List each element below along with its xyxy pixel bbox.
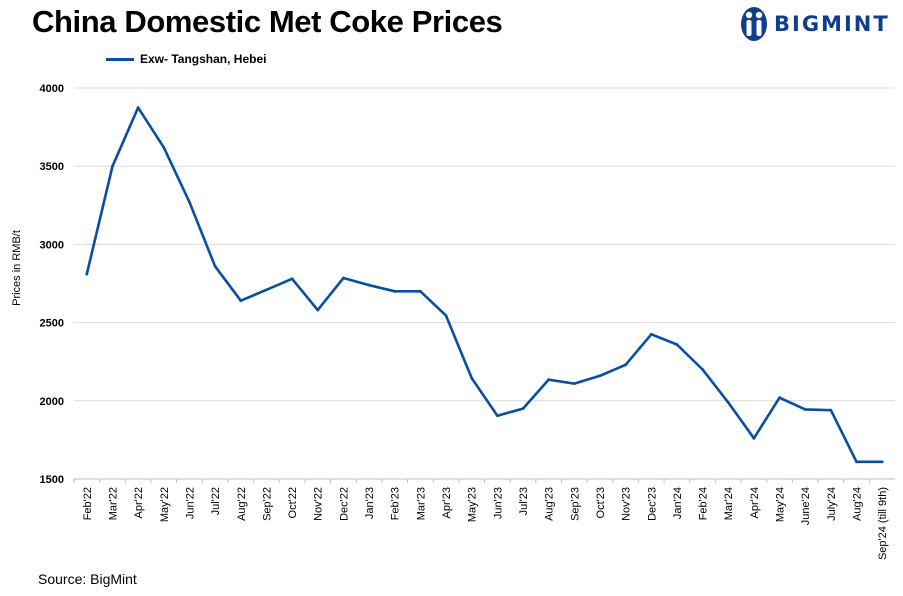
x-tick-label: Feb'23	[390, 487, 402, 520]
data-point	[290, 277, 294, 281]
x-tick-label: Apr'24	[749, 487, 761, 518]
chart-title: China Domestic Met Coke Prices	[32, 4, 503, 39]
data-point	[547, 378, 551, 382]
data-point	[521, 407, 525, 411]
bigmint-logo-icon	[741, 7, 767, 41]
source-note: Source: BigMint	[38, 571, 137, 587]
data-point	[752, 436, 756, 440]
data-point	[803, 408, 807, 411]
data-point	[598, 374, 602, 378]
x-tick-label: Aug'24	[852, 487, 864, 521]
x-tick-label: Sep'24 (till 9th)	[877, 487, 889, 560]
x-tick-label: Sep'23	[569, 487, 581, 521]
x-tick-label: May'23	[467, 487, 479, 522]
x-tick-label: Dec'23	[646, 487, 658, 521]
x-tick-label: Jul'23	[518, 487, 530, 515]
data-point	[495, 414, 499, 418]
data-point	[829, 408, 833, 412]
series-line	[85, 106, 883, 464]
data-point	[444, 314, 448, 317]
data-point	[855, 460, 858, 464]
x-tick-label: Nov'23	[621, 487, 633, 521]
x-tick-label: Jan'23	[364, 487, 376, 519]
y-tick-label: 1500	[40, 474, 64, 486]
y-axis-ticks: 1500 2000 2500 3000 3500 4000	[40, 83, 64, 486]
data-point	[572, 382, 576, 385]
data-point	[726, 400, 730, 404]
data-point	[880, 460, 884, 464]
data-point	[162, 146, 166, 149]
x-tick-label: Mar'22	[107, 487, 119, 520]
x-tick-label: Sep'22	[261, 487, 273, 521]
brand-logo: BIGMINT	[740, 4, 890, 44]
x-tick-label: Apr'23	[441, 487, 453, 518]
data-point	[367, 283, 371, 287]
data-point	[85, 272, 89, 276]
x-axis-ticks: Feb'22 Mar'22 Apr'22 May'22 Jun'22 Jul'22 Aug'…	[73, 479, 889, 560]
legend-label: Exw- Tangshan, Hebei	[140, 52, 267, 66]
x-tick-label: Mar'23	[415, 487, 427, 520]
y-tick-label: 3000	[40, 239, 64, 251]
y-tick-label: 3500	[40, 161, 64, 173]
data-point	[393, 289, 397, 293]
data-point	[675, 343, 679, 346]
data-point	[136, 106, 140, 109]
data-point	[778, 396, 781, 400]
y-axis-label: Prices in RMB/t	[11, 230, 23, 306]
data-point	[470, 376, 474, 380]
data-point	[316, 308, 320, 312]
x-tick-label: Aug'23	[544, 487, 556, 521]
grid-lines	[74, 87, 895, 480]
data-point	[624, 363, 628, 367]
brand-name: BIGMINT	[774, 12, 890, 36]
data-point	[213, 264, 217, 268]
x-tick-label: Feb'24	[698, 487, 710, 520]
series-layer	[85, 106, 884, 464]
x-tick-label: Feb'22	[82, 487, 94, 520]
x-tick-label: Jan'24	[672, 487, 684, 519]
y-tick-label: 2000	[40, 396, 64, 408]
x-tick-label: Dec'22	[338, 487, 350, 521]
data-point	[239, 299, 243, 303]
data-point	[111, 164, 114, 168]
x-tick-label: Jun'22	[184, 487, 196, 519]
x-tick-label: Jul'22	[210, 487, 222, 515]
data-point	[418, 289, 422, 293]
x-tick-label: May'22	[159, 487, 171, 522]
data-point	[649, 332, 653, 336]
x-tick-label: Mar'24	[723, 487, 735, 520]
x-tick-label: July'24	[826, 487, 838, 521]
chart-legend: Exw- Tangshan, Hebei	[106, 52, 266, 66]
data-point	[265, 288, 268, 292]
x-tick-label: Nov'22	[313, 487, 325, 521]
legend-swatch	[106, 57, 134, 61]
x-tick-label: Aug'22	[236, 487, 248, 521]
x-tick-label: Oct'22	[287, 487, 299, 518]
x-tick-label: May'24	[775, 487, 787, 522]
y-tick-label: 4000	[40, 83, 64, 95]
data-point	[188, 200, 191, 204]
data-point	[341, 276, 345, 280]
x-tick-label: Oct'23	[595, 487, 607, 518]
x-tick-label: June'24	[800, 487, 812, 525]
x-tick-label: Jun'23	[492, 487, 504, 519]
y-tick-label: 2500	[40, 318, 64, 330]
x-tick-label: Apr'22	[133, 487, 145, 518]
data-point	[701, 368, 704, 371]
